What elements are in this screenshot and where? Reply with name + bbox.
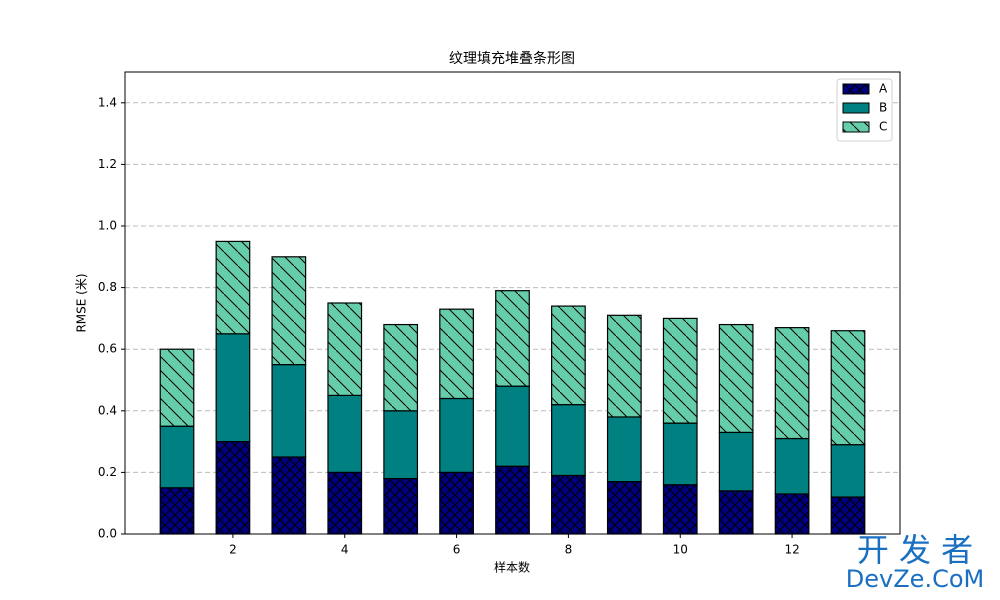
bar-segment — [271, 256, 307, 366]
y-axis-label: RMSE (米) — [75, 273, 89, 332]
bar-segment — [774, 437, 810, 495]
x-tick-label: 10 — [673, 543, 688, 557]
bar-segment — [439, 471, 474, 535]
bar-segment — [606, 416, 642, 483]
legend-swatch — [842, 121, 870, 133]
x-tick-label: 2 — [229, 543, 237, 557]
x-tick-label: 4 — [341, 543, 349, 557]
bar-segment — [159, 487, 195, 535]
bar-segment — [439, 308, 474, 400]
y-tick-label: 0.6 — [98, 342, 117, 356]
plot-frame — [124, 71, 901, 535]
bar-segment — [495, 290, 530, 387]
bar-segment — [774, 327, 810, 440]
bar-segment — [215, 441, 251, 535]
bar-segment — [662, 484, 698, 535]
bar-segment — [774, 493, 810, 535]
y-tick-label: 0.2 — [98, 465, 117, 479]
x-tick-label: 6 — [453, 543, 461, 557]
bar-segment — [439, 397, 474, 474]
bar-segment — [159, 348, 195, 427]
bar-segment — [271, 456, 307, 535]
bar-segment — [606, 314, 642, 418]
bar-segment — [551, 305, 586, 406]
bar-segment — [830, 330, 866, 446]
bar-segment — [718, 490, 754, 535]
bar-segment — [383, 477, 419, 535]
bar-segment — [383, 323, 419, 412]
x-tick-label: 8 — [565, 543, 573, 557]
bar-segment — [718, 323, 754, 433]
bar-segment — [215, 240, 251, 335]
watermark: 开 发 者 — [857, 531, 973, 569]
bar-segment — [215, 333, 251, 443]
legend-label: B — [879, 101, 887, 115]
bar-segment — [830, 444, 866, 498]
y-tick-label: 0.8 — [98, 280, 117, 294]
bar-segment — [606, 481, 642, 535]
bar-segment — [159, 425, 195, 489]
y-tick-label: 1.4 — [98, 95, 117, 109]
bar-segment — [830, 496, 866, 535]
legend-swatch — [842, 102, 870, 114]
y-tick-label: 0.0 — [98, 527, 117, 541]
y-tick-label: 0.4 — [98, 403, 117, 417]
bar-segment — [327, 302, 363, 397]
x-axis-label: 样本数 — [494, 560, 530, 575]
bar-segment — [718, 431, 754, 492]
bar-segment — [383, 410, 419, 480]
bar-segment — [662, 317, 698, 424]
bar-segment — [662, 422, 698, 486]
bar-segment — [327, 394, 363, 473]
legend-label: C — [879, 120, 887, 134]
bar-segment — [271, 364, 307, 458]
bar-segment — [495, 385, 530, 467]
bar-segment — [551, 404, 586, 477]
legend-label: A — [879, 82, 888, 96]
y-tick-label: 1.0 — [98, 219, 117, 233]
bar-segment — [495, 465, 530, 535]
x-tick-label: 12 — [784, 543, 799, 557]
y-tick-label: 1.2 — [98, 157, 117, 171]
watermark: DevZe.CoM — [846, 565, 984, 593]
legend-swatch — [842, 83, 870, 95]
bar-segment — [551, 474, 586, 535]
bar-segment — [327, 471, 363, 535]
chart-title: 纹理填充堆叠条形图 — [449, 50, 575, 67]
